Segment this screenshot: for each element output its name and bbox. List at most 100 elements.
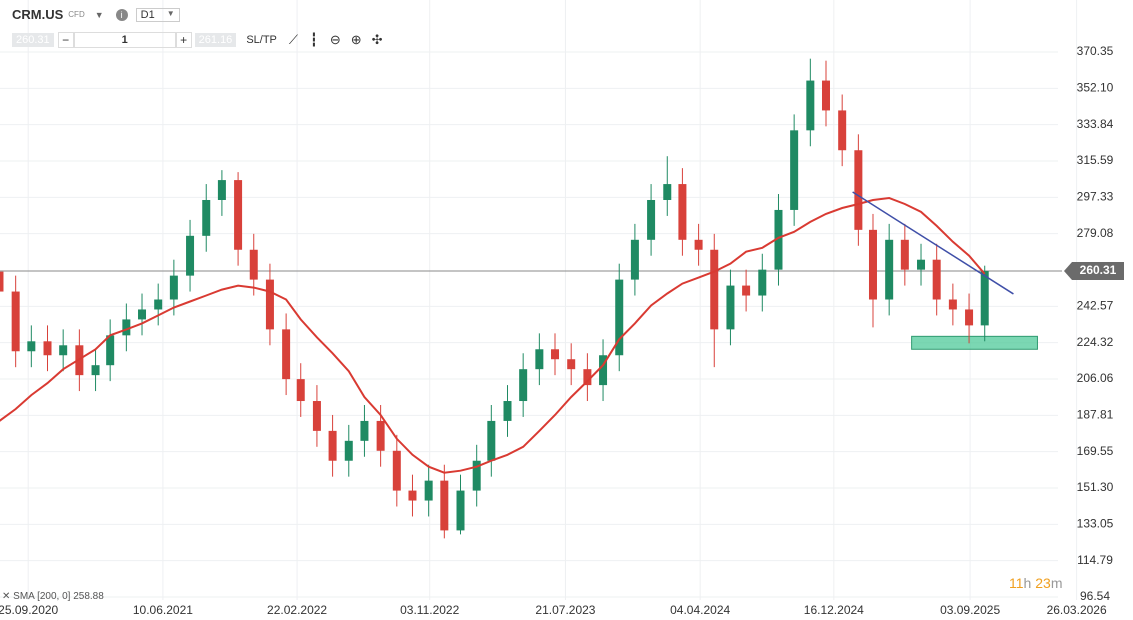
- candle-body: [663, 184, 672, 200]
- dropdown-arrow[interactable]: ▼: [94, 9, 104, 20]
- minus-button[interactable]: −: [57, 32, 74, 48]
- candle-body: [599, 355, 608, 386]
- candle-body: [948, 299, 957, 310]
- order-bar: 260.31 − 1 + 261.16 SL/TP ⟋ ┇ ⊖ ⊕ ✣: [12, 32, 383, 48]
- plus-button[interactable]: +: [175, 32, 192, 48]
- y-tick-label: 206.06: [1077, 371, 1114, 385]
- x-tick-label: 25.09.2020: [0, 603, 59, 617]
- quantity-input[interactable]: 1: [73, 32, 176, 48]
- candle-body: [583, 369, 592, 386]
- price-label-box: [1064, 262, 1124, 281]
- countdown-unit: m: [1050, 575, 1063, 591]
- candle-body: [424, 480, 433, 501]
- y-tick-label: 187.81: [1077, 408, 1114, 422]
- candle-body: [106, 335, 115, 366]
- sma-line: [0, 196, 986, 474]
- candle-body: [376, 420, 385, 451]
- dropdown-arrow: ▼: [166, 8, 175, 18]
- candle-body: [27, 341, 36, 352]
- candle-body: [917, 259, 926, 270]
- candle-body: [122, 319, 131, 336]
- info-icon[interactable]: i: [115, 8, 128, 21]
- candle-body: [742, 285, 751, 296]
- countdown-minutes: 23: [1035, 575, 1051, 591]
- sma-name: SMA [200, 0]: [13, 591, 70, 602]
- x-tick-label: 22.02.2022: [267, 603, 327, 617]
- candle-body: [838, 110, 847, 151]
- countdown-unit: h: [1023, 575, 1032, 591]
- candle-body: [503, 401, 512, 421]
- x-tick-label: 26.03.2026: [1047, 603, 1107, 617]
- ask-price[interactable]: 261.16: [194, 33, 237, 47]
- candle-body: [282, 329, 291, 380]
- candle-body: [551, 349, 560, 360]
- y-tick-label: 151.30: [1077, 480, 1114, 494]
- countdown-hours: 11: [1009, 575, 1024, 591]
- x-tick-label: 10.06.2021: [133, 603, 193, 617]
- candle-body: [758, 269, 767, 296]
- support-zone: [911, 335, 1038, 350]
- symbol[interactable]: CRM.US: [12, 7, 64, 22]
- candle-body: [59, 345, 68, 356]
- candle-body: [0, 271, 4, 292]
- candle-body: [296, 379, 305, 402]
- candle-body: [91, 365, 100, 376]
- candle-body: [202, 199, 211, 236]
- y-tick-label: 279.08: [1077, 226, 1114, 240]
- y-tick-label: 133.05: [1077, 516, 1114, 530]
- x-tick-label: 03.09.2025: [940, 603, 1000, 617]
- y-tick-label: 96.54: [1080, 589, 1110, 603]
- candle-body: [774, 209, 783, 270]
- candle-body: [344, 440, 353, 461]
- sma-value: 258.88: [73, 591, 104, 602]
- candle-body: [710, 249, 719, 330]
- candle-body: [567, 359, 576, 370]
- candle-body: [472, 460, 481, 491]
- candle-body: [790, 130, 799, 210]
- sl-tp-button[interactable]: SL/TP: [246, 34, 277, 46]
- candle-body: [726, 285, 735, 330]
- candle-body: [138, 309, 147, 320]
- y-tick-label: 352.10: [1077, 81, 1114, 95]
- x-tick-label: 04.04.2024: [670, 603, 730, 617]
- timeframe-select[interactable]: D1 ▼: [135, 7, 180, 22]
- y-tick-label: 169.55: [1077, 444, 1114, 458]
- sma-legend: ✕ SMA [200, 0] 258.88: [2, 591, 104, 602]
- y-tick-label: 297.33: [1077, 190, 1114, 204]
- candle-body: [678, 184, 687, 240]
- x-tick-label: 16.12.2024: [804, 603, 864, 617]
- candle-body: [186, 235, 195, 276]
- trendline: [852, 191, 1014, 295]
- zoom-in-icon[interactable]: ⊕: [350, 32, 362, 47]
- y-tick-label: 333.84: [1077, 117, 1114, 131]
- candle-body: [980, 271, 989, 326]
- candle-icon[interactable]: ┇: [310, 32, 318, 47]
- candle-body: [408, 490, 417, 501]
- candle-body: [519, 369, 528, 402]
- candle-body: [885, 239, 894, 300]
- bid-price[interactable]: 260.31: [12, 33, 54, 47]
- candle-body: [11, 291, 20, 352]
- candle-body: [965, 309, 974, 326]
- move-icon[interactable]: ✣: [371, 32, 383, 47]
- legend-close-icon: ✕: [2, 591, 13, 602]
- candle-body: [440, 480, 449, 531]
- timeframe: D1: [140, 8, 155, 21]
- countdown: 11h 23m: [1009, 575, 1062, 591]
- line-chart-icon[interactable]: ⟋: [288, 32, 298, 47]
- y-tick-label: 242.57: [1077, 299, 1114, 313]
- candle-body: [615, 279, 624, 356]
- candle-body: [932, 259, 941, 300]
- candle-body: [535, 349, 544, 370]
- candle-body: [312, 401, 321, 431]
- zoom-out-icon[interactable]: ⊖: [329, 32, 341, 47]
- instrument: CFD: [68, 10, 85, 19]
- candle-body: [487, 420, 496, 461]
- candle-body: [630, 239, 639, 280]
- candle-body: [265, 279, 274, 330]
- candle-body: [868, 229, 877, 300]
- y-tick-label: 114.79: [1077, 553, 1113, 567]
- candle-body: [392, 450, 401, 491]
- y-tick-label: 224.32: [1077, 335, 1114, 349]
